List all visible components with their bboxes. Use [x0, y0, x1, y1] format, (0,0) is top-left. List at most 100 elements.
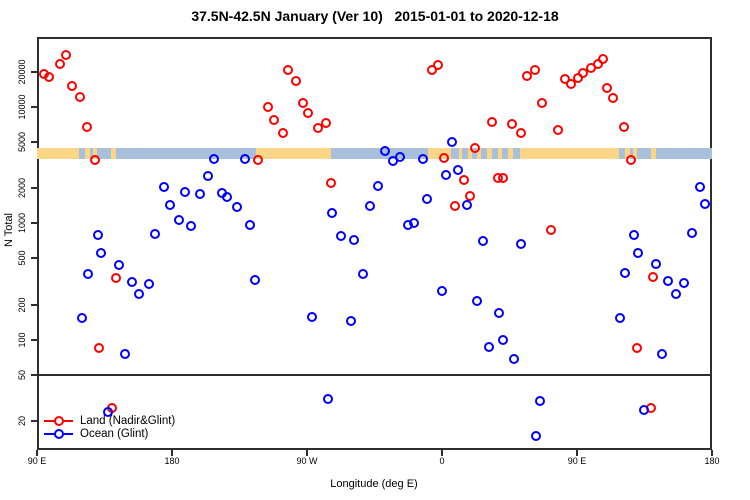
land-data-point: [631, 342, 642, 353]
ocean-data-point: [395, 152, 405, 163]
y-axis-title: N Total: [3, 212, 15, 248]
land-data-point: [60, 50, 71, 61]
x-axis-tick: [576, 450, 578, 456]
ocean-data-point: [249, 275, 260, 286]
land-data-point: [326, 178, 336, 189]
land-ocean-strip-ocean: [472, 148, 477, 159]
y-tick-label: 500: [17, 250, 27, 266]
land-data-point: [439, 153, 450, 163]
land-ocean-strip-ocean: [481, 148, 487, 159]
land-data-point: [470, 142, 480, 153]
ocean-data-point: [651, 259, 662, 270]
land-ocean-strip-land: [110, 148, 116, 159]
land-data-point: [269, 114, 280, 125]
y-axis-tick: [31, 187, 37, 190]
land-data-point: [278, 127, 288, 138]
land-data-point: [459, 174, 470, 185]
land-ocean-strip-land: [650, 148, 656, 159]
ocean-data-point: [150, 229, 161, 240]
ocean-data-point: [436, 286, 447, 297]
y-axis-tick: [31, 257, 37, 260]
land-data-point: [598, 53, 609, 64]
ocean-data-point: [422, 193, 432, 204]
legend-item-ocean: Ocean (Glint): [44, 428, 175, 440]
x-axis-tick: [441, 450, 443, 456]
ocean-data-point: [534, 395, 545, 406]
ocean-data-point: [471, 295, 482, 306]
land-data-point: [432, 59, 443, 70]
ocean-data-point: [127, 276, 138, 287]
land-data-point: [262, 102, 273, 113]
y-axis-tick: [31, 373, 37, 376]
y-axis-tick: [31, 419, 37, 422]
x-tick-label: 180: [704, 456, 720, 466]
land-data-point: [565, 79, 576, 90]
land-data-point: [93, 342, 104, 353]
land-ocean-strip-ocean: [451, 148, 459, 159]
land-ocean-strip-ocean: [115, 148, 256, 159]
land-ocean-strip-ocean: [89, 148, 94, 159]
ocean-data-point: [113, 260, 124, 271]
x-tick-label: 180: [164, 456, 180, 466]
land-ocean-strip-land: [625, 148, 630, 159]
ocean-data-point: [77, 313, 88, 324]
ocean-data-point: [239, 154, 250, 165]
land-ocean-strip-ocean: [79, 148, 85, 159]
land-data-point: [486, 117, 497, 128]
x-axis-tick: [711, 450, 713, 456]
ocean-data-point: [629, 229, 640, 240]
land-data-point: [111, 272, 122, 283]
ocean-data-point: [336, 231, 347, 242]
ocean-data-point: [620, 268, 630, 279]
ocean-data-point: [358, 269, 369, 280]
land-ocean-strip-ocean: [462, 148, 468, 159]
x-axis-title: Longitude (deg E): [330, 478, 418, 490]
ocean-data-point: [699, 198, 710, 209]
x-tick-label: 90 E: [27, 456, 47, 466]
land-ocean-strip-ocean: [97, 148, 111, 159]
ocean-data-point: [530, 430, 541, 441]
land-ocean-strip-land: [256, 148, 331, 159]
ocean-data-point: [686, 228, 697, 239]
ocean-data-point: [509, 354, 520, 365]
ocean-data-point: [695, 182, 705, 193]
legend-label-land: Land (Nadir&Glint): [80, 415, 176, 427]
reference-line-50: [37, 373, 712, 376]
y-axis-tick: [31, 222, 37, 225]
land-data-point: [619, 122, 630, 133]
land-ocean-strip-land: [458, 148, 463, 159]
ocean-data-point: [102, 406, 113, 417]
land-ocean-strip-ocean: [491, 148, 498, 159]
land-data-point: [608, 92, 619, 103]
ocean-data-point: [83, 268, 94, 279]
ocean-data-point: [245, 219, 255, 230]
ocean-data-point: [307, 311, 318, 322]
ocean-data-point: [498, 335, 509, 346]
chart-title: 37.5N-42.5N January (Ver 10) 2015-01-01 …: [191, 8, 559, 24]
land-data-point: [75, 92, 86, 103]
ocean-data-point: [120, 349, 131, 360]
y-axis-tick: [31, 338, 37, 341]
y-axis-tick: [31, 141, 37, 144]
ocean-data-point: [221, 191, 232, 202]
land-ocean-strip-ocean: [629, 148, 634, 159]
ocean-data-point: [614, 313, 625, 324]
ocean-data-point: [380, 146, 390, 157]
ocean-data-point: [202, 170, 213, 181]
land-ocean-strip-land: [508, 148, 513, 159]
land-data-point: [252, 154, 263, 165]
land-data-point: [602, 83, 613, 94]
land-data-point: [426, 64, 437, 75]
x-tick-label: 0: [439, 456, 445, 466]
land-data-point: [465, 191, 476, 202]
ocean-data-point: [345, 315, 356, 326]
land-ocean-strip-land: [93, 148, 97, 159]
ocean-data-point: [453, 164, 464, 175]
land-data-point: [54, 58, 65, 69]
ocean-data-point: [194, 188, 205, 199]
y-tick-label: 50: [17, 369, 27, 380]
land-data-point: [592, 59, 603, 70]
land-data-point: [516, 127, 527, 138]
x-tick-label: 90 W: [296, 456, 318, 466]
